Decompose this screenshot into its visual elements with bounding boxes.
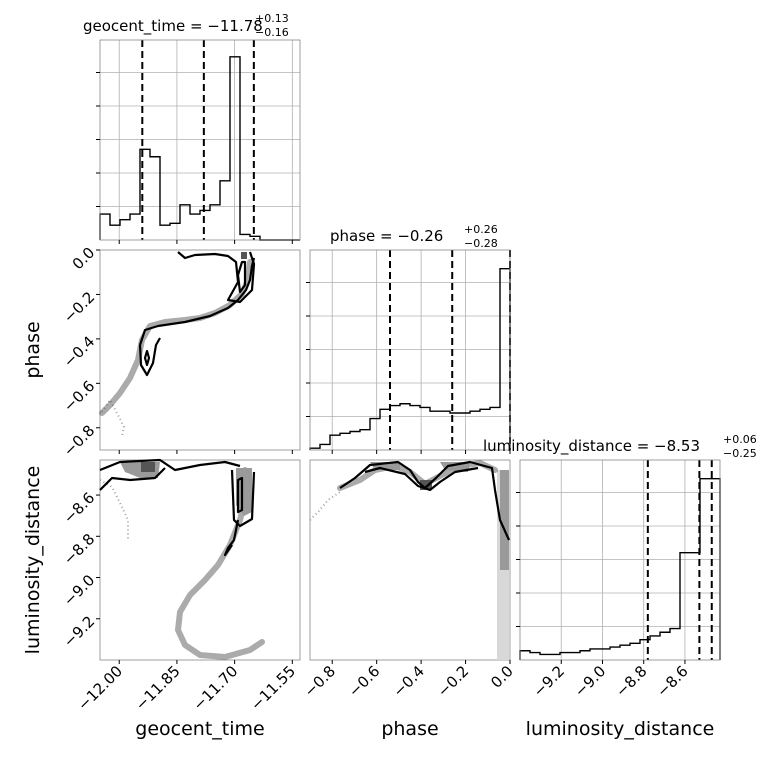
x-tick-label: −0.6 <box>345 662 383 700</box>
panel-phase-hist: phase = −0.26 +0.26 −0.28 <box>306 223 511 451</box>
x-tick-label: −11.70 <box>189 662 241 714</box>
x-tick-label: −8.6 <box>653 662 691 700</box>
y-tick-label: −9.0 <box>60 571 98 609</box>
x-tick-label: −0.8 <box>301 662 339 700</box>
y-tick-label: −8.8 <box>60 530 98 568</box>
y-tick-label: −0.4 <box>60 333 98 371</box>
panel-ld-vs-geocent-time: −9.2−9.0−8.8−8.6 −12.00 −11.85 −11.70 −11.5… <box>22 458 301 740</box>
y-tick-label: 0.0 <box>69 244 99 274</box>
x-tick-label: 0.0 <box>487 662 517 692</box>
ylabel-phase: phase <box>22 321 44 378</box>
panel-ld-vs-phase: −0.8 −0.6 −0.4 −0.2 0.0 phase <box>301 459 517 740</box>
histogram-step <box>99 56 300 241</box>
y-tick-label: −0.8 <box>60 421 98 459</box>
x-tick-label: −0.2 <box>434 662 472 700</box>
histogram-step <box>309 268 511 450</box>
histogram-step <box>519 478 721 660</box>
title-luminosity-distance: luminosity_distance = −8.53 <box>483 437 700 456</box>
density-points <box>99 259 253 437</box>
x-tick-label: −8.8 <box>612 662 650 700</box>
title-geocent-time-sup: +0.13 <box>255 12 289 25</box>
density-points <box>309 460 498 521</box>
title-geocent-time-sub: −0.16 <box>255 26 289 39</box>
title-luminosity-distance-text: luminosity_distance = −8.53 <box>483 437 700 456</box>
title-luminosity-distance-sup: +0.06 <box>723 433 757 446</box>
title-phase-sub: −0.28 <box>464 237 498 250</box>
title-phase-text: phase = −0.26 <box>330 227 443 245</box>
x-tick-label: −9.0 <box>571 662 609 700</box>
panel-geocent-time-hist: geocent_time = −11.78 +0.13 −0.16 <box>83 12 301 241</box>
panel-phase-vs-geocent-time: −0.8 −0.6 −0.4 −0.2 0.0 phase <box>22 244 301 460</box>
x-tick-label: −0.4 <box>389 662 427 700</box>
xlabel-geocent-time: geocent_time <box>135 718 264 740</box>
ylabel-luminosity-distance: luminosity_distance <box>22 466 44 655</box>
title-phase-sup: +0.26 <box>464 223 498 236</box>
x-tick-label: −9.2 <box>530 662 568 700</box>
title-luminosity-distance-sub: −0.25 <box>723 447 757 460</box>
x-tick-label: −11.85 <box>132 662 184 714</box>
y-tick-label: −0.6 <box>60 377 98 415</box>
xlabel-phase: phase <box>381 718 438 740</box>
contours <box>99 458 256 557</box>
title-geocent-time: geocent_time = −11.78 <box>83 17 263 36</box>
contours <box>339 460 511 541</box>
x-tick-label: −12.00 <box>74 662 126 714</box>
y-tick-label: −0.2 <box>60 288 98 326</box>
panel-ld-hist: −9.2 −9.0 −8.8 −8.6 luminosity_distance = −… <box>483 433 757 740</box>
xlabel-luminosity-distance: luminosity_distance <box>526 718 715 740</box>
title-geocent-time-text: geocent_time = −11.78 <box>83 17 263 36</box>
title-phase: phase = −0.26 <box>330 227 443 245</box>
contours <box>138 251 256 377</box>
y-tick-label: −9.2 <box>60 612 98 650</box>
x-tick-label: −11.55 <box>247 662 299 714</box>
y-tick-label: −8.6 <box>60 489 98 527</box>
